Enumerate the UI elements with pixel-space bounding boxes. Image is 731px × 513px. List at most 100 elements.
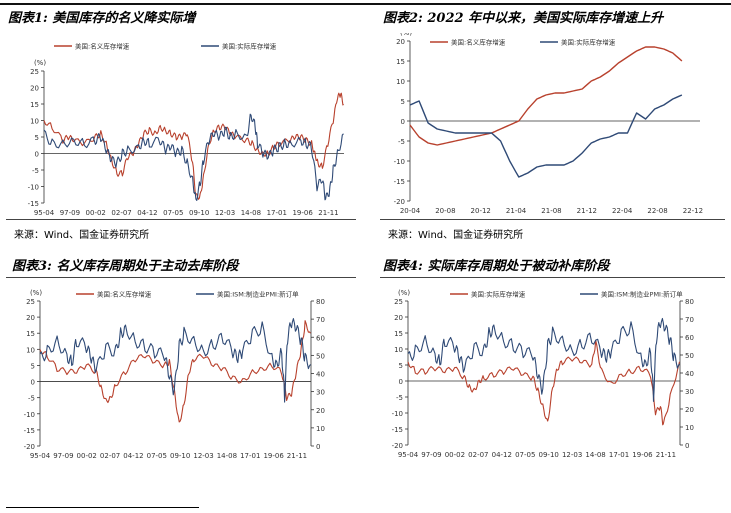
legend-label-0: 美国:名义库存增速 — [75, 42, 130, 51]
y-right-tick-label-4: 40 — [685, 370, 694, 378]
y-tick-label-6: 10 — [396, 78, 405, 86]
y-tick-label-1: -10 — [28, 184, 39, 192]
x-tick-label-0: 95-04 — [398, 451, 419, 459]
y-tick-label-4: 0 — [399, 378, 403, 386]
y-right-tick-label-7: 70 — [316, 316, 325, 324]
chart-1-panel: -15 -10 -5 0 5 10 15 20 25 (%) 95-04 97-09 00-02 02-0… — [6, 33, 356, 215]
separator-1 — [6, 219, 356, 220]
y-right-tick-label-7: 70 — [685, 316, 694, 324]
y-tick-label-5: 5 — [31, 362, 35, 370]
y-unit-label: (%) — [398, 289, 410, 297]
chart-4-panel: -20 -15 -10 -5 0 5 10 15 20 25 (%) 0 10 20 30 40 50 60 70 8… — [380, 283, 725, 465]
x-tick-label-10: 19-06 — [632, 451, 653, 459]
x-tick-label-2: 00-02 — [445, 451, 465, 459]
y-tick-label-0: -15 — [28, 200, 39, 208]
legend-label-1: 美国:实际库存增速 — [561, 38, 616, 47]
x-tick-label-6: 09-10 — [189, 209, 209, 215]
x-tick-label-1: 97-09 — [60, 209, 80, 215]
legend-label-1: 美国:实际库存增速 — [222, 42, 277, 51]
chart-3-panel: -20 -15 -10 -5 0 5 10 15 20 25 (%) 0 10 20 30 40 50 60 70 8… — [6, 283, 356, 465]
y-tick-label-6: 10 — [394, 346, 403, 354]
series-line-0 — [409, 46, 683, 146]
y-right-tick-label-4: 40 — [316, 371, 325, 379]
y-right-tick-label-2: 20 — [316, 407, 325, 415]
y-tick-label-6: 10 — [26, 346, 35, 354]
source-note-2: 来源：Wind、国金证券研究所 — [388, 230, 524, 241]
legend-label-0: 美国:实际库存增速 — [471, 290, 526, 299]
series-line-0 — [407, 339, 681, 426]
series-line-1 — [407, 317, 680, 402]
y-tick-label-7: 15 — [394, 330, 403, 338]
y-tick-label-1: -15 — [394, 178, 405, 186]
series-line-1 — [39, 318, 311, 403]
separator-3 — [6, 277, 356, 278]
x-tick-label-9: 17-01 — [609, 451, 629, 459]
y-tick-label-5: 10 — [30, 118, 39, 126]
x-tick-label-8: 22-12 — [683, 207, 703, 215]
x-tick-label-6: 09-10 — [539, 451, 559, 459]
x-tick-label-10: 19-06 — [263, 452, 284, 460]
x-tick-label-3: 21-04 — [506, 207, 527, 215]
y-tick-label-9: 25 — [26, 298, 35, 306]
legend-label-0: 美国:名义库存增速 — [451, 38, 506, 47]
x-tick-label-11: 21-11 — [656, 451, 676, 459]
y-tick-label-2: -10 — [24, 411, 35, 419]
x-tick-label-2: 00-02 — [86, 209, 106, 215]
y-tick-label-0: -20 — [24, 443, 35, 451]
y-tick-label-3: -5 — [28, 395, 35, 403]
source-note-1: 来源：Wind、国金证券研究所 — [14, 230, 150, 241]
x-tick-label-7: 12-03 — [193, 452, 213, 460]
chart-2: -20 -15 -10 -5 0 5 10 15 20(%) 20-04 20-08 20-12 21-… — [394, 33, 704, 215]
chart-2-panel: -20 -15 -10 -5 0 5 10 15 20 (%) 20-04 20-08 20-12 21-… — [380, 33, 725, 215]
y-tick-label-2: -10 — [394, 158, 405, 166]
x-tick-label-4: 04-12 — [137, 209, 157, 215]
x-tick-label-5: 07-05 — [515, 451, 535, 459]
y-tick-label-1: -15 — [24, 427, 35, 435]
y-tick-label-8: 20 — [394, 314, 403, 322]
x-tick-label-7: 12-03 — [215, 209, 235, 215]
chart-2-title: 图表2: 2022 年中以来，美国实际库存增速上升 — [383, 11, 664, 26]
footnote-rule — [6, 507, 199, 508]
x-tick-label-0: 95-04 — [34, 209, 55, 215]
y-right-tick-label-8: 80 — [316, 298, 325, 306]
x-tick-label-11: 21-11 — [287, 452, 307, 460]
x-tick-label-5: 07-05 — [163, 209, 183, 215]
y-tick-label-0: -20 — [394, 198, 405, 206]
chart-1-title: 图表1: 美国库存的名义降实际增 — [8, 11, 196, 26]
x-tick-label-9: 17-01 — [267, 209, 287, 215]
x-tick-label-4: 21-08 — [541, 207, 561, 215]
y-tick-label-4: 0 — [31, 379, 35, 387]
y-right-tick-label-6: 60 — [316, 334, 325, 342]
y-unit-label: (%) — [30, 289, 42, 297]
y-right-tick-label-5: 50 — [685, 352, 694, 360]
separator-4 — [380, 277, 725, 278]
y-tick-label-4: 5 — [35, 134, 39, 142]
y-right-tick-label-3: 30 — [316, 389, 325, 397]
y-tick-label-6: 15 — [30, 101, 39, 109]
x-tick-label-7: 22-08 — [647, 207, 667, 215]
series-line-0 — [39, 320, 311, 423]
y-tick-label-2: -10 — [392, 410, 403, 418]
x-tick-label-10: 19-06 — [292, 209, 313, 215]
series-line-1 — [43, 113, 344, 201]
x-tick-label-8: 14-08 — [241, 209, 261, 215]
x-tick-label-4: 04-12 — [123, 452, 143, 460]
x-tick-label-2: 00-02 — [77, 452, 97, 460]
y-tick-label-7: 20 — [30, 85, 39, 93]
y-tick-label-8: 20 — [396, 38, 405, 46]
top-rule — [0, 3, 731, 5]
y-right-tick-label-1: 10 — [685, 424, 694, 432]
x-tick-label-1: 97-09 — [53, 452, 73, 460]
y-right-tick-label-6: 60 — [685, 334, 694, 342]
x-tick-label-3: 02-07 — [111, 209, 131, 215]
x-tick-label-8: 14-08 — [217, 452, 237, 460]
x-tick-label-7: 12-03 — [562, 451, 582, 459]
y-tick-label-7: 15 — [26, 330, 35, 338]
y-right-tick-label-0: 0 — [685, 442, 689, 450]
y-tick-label-5: 5 — [399, 362, 403, 370]
x-tick-label-0: 95-04 — [30, 452, 51, 460]
x-tick-label-5: 07-05 — [147, 452, 167, 460]
y-right-tick-label-3: 30 — [685, 388, 694, 396]
y-tick-label-3: -5 — [398, 138, 405, 146]
y-tick-label-7: 15 — [396, 58, 405, 66]
